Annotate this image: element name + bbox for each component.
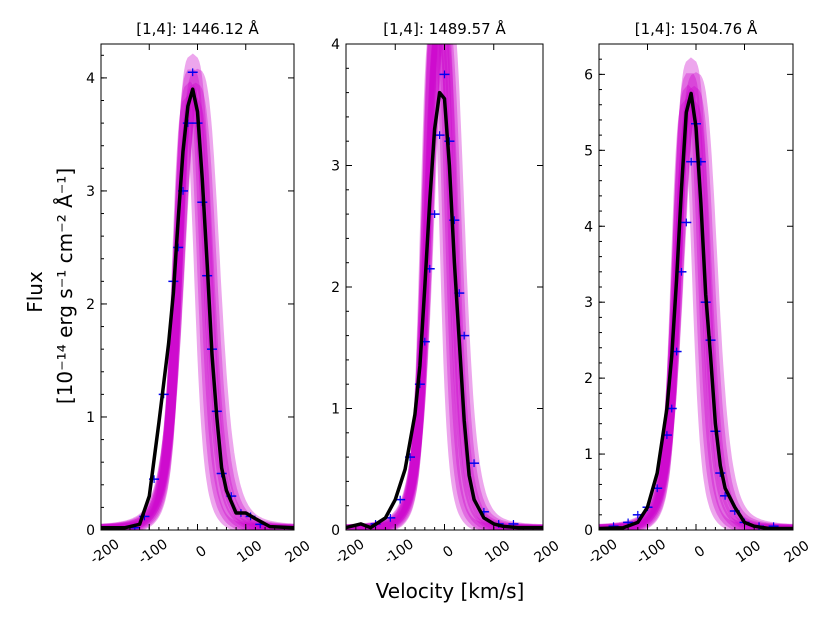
y-tick-label: 2 (86, 297, 95, 313)
model-draw-line (346, 44, 543, 530)
x-tick-label: 200 (282, 538, 313, 566)
best-fit-line (346, 90, 543, 530)
y-tick-label: 2 (584, 371, 593, 387)
data-point (434, 131, 445, 140)
y-tick-label: 4 (331, 37, 340, 53)
y-tick-label: 6 (584, 67, 593, 83)
y-tick-label: 3 (584, 295, 593, 311)
panel-3: -200 -100 0 100 200 0 1 2 3 4 5 6 [1,4]: 1504.76 Å (584, 19, 812, 568)
y-tick-label: 4 (86, 71, 95, 87)
panel-title: [1,4]: 1446.12 Å (136, 19, 259, 38)
y-tick-label: 0 (86, 523, 95, 539)
best-fit-line (599, 91, 793, 530)
y-tick-label: 3 (331, 159, 340, 175)
y-tick-label: 0 (584, 523, 593, 539)
x-tick-label: -200 (585, 536, 620, 567)
y-tick-label: 1 (331, 402, 340, 418)
data-point (469, 459, 480, 468)
x-tick-label: 0 (193, 543, 209, 561)
data-point (439, 70, 450, 79)
x-tick-label: 100 (733, 538, 764, 566)
x-tick-label: -100 (382, 536, 417, 567)
panel-2: -200 -100 0 100 200 0 1 2 3 4 [1,4]: 1489.57 Å (331, 19, 562, 568)
model-draw-line (346, 44, 543, 530)
data-point (429, 210, 440, 218)
y-tick-label: 1 (584, 447, 593, 463)
x-tick-label: -100 (136, 536, 171, 567)
y-tick-label: 3 (86, 184, 95, 200)
plot-area (346, 44, 543, 530)
data-point (459, 331, 470, 340)
panel-title: [1,4]: 1504.76 Å (635, 19, 758, 38)
x-tick-label: 200 (531, 538, 562, 566)
plot-area (599, 57, 793, 530)
y-tick-label: 5 (584, 143, 593, 159)
model-draw-line (599, 98, 793, 530)
x-axis-label: Velocity [km/s] (376, 579, 525, 603)
data-point (681, 218, 692, 227)
x-tick-label: -200 (87, 536, 122, 567)
best-fit-line (101, 87, 294, 530)
x-tick-label: 200 (781, 538, 812, 566)
model-draw-line (599, 84, 793, 530)
x-tick-label: 0 (692, 543, 708, 561)
panel-title: [1,4]: 1489.57 Å (383, 19, 506, 38)
plot-area (101, 53, 294, 530)
x-tick-label: 100 (234, 538, 265, 566)
y-axis-label-line2: [10⁻¹⁴ erg s⁻¹ cm⁻² Å⁻¹] (53, 168, 77, 404)
y-tick-label: 0 (331, 523, 340, 539)
x-tick-label: 0 (440, 543, 456, 561)
y-tick-label: 4 (584, 219, 593, 235)
y-tick-label: 2 (331, 280, 340, 296)
data-point (187, 68, 198, 77)
x-tick-label: -200 (332, 536, 367, 567)
panel-1: -200 -100 0 100 200 0 1 2 3 4 [1,4]: 1446.12 Å (86, 19, 313, 568)
x-tick-label: 100 (482, 538, 513, 566)
y-axis-label-line1: Flux (23, 271, 47, 313)
y-tick-label: 1 (86, 410, 95, 426)
x-tick-label: -100 (634, 536, 669, 567)
data-point (686, 157, 697, 166)
